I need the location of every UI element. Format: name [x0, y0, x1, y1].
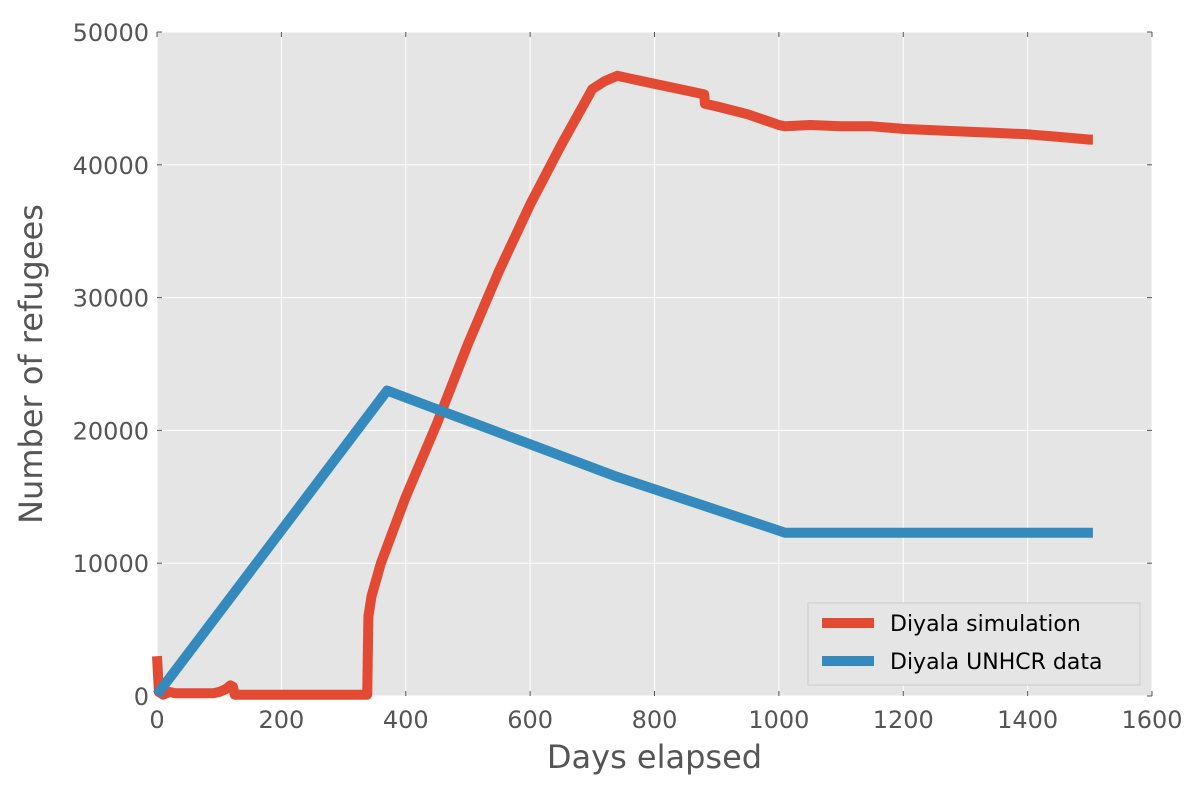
x-tick-label: 1200 [873, 706, 934, 734]
x-tick-label: 1600 [1121, 706, 1182, 734]
x-tick-label: 1000 [748, 706, 809, 734]
y-tick-label: 50000 [73, 19, 149, 47]
y-tick-labels: 0 10000 20000 30000 40000 50000 [73, 19, 149, 711]
legend-label-diyala-unhcr-data: Diyala UNHCR data [890, 650, 1102, 675]
x-tick-labels: 0 200 400 600 800 1000 1200 1400 1600 [149, 706, 1182, 734]
x-tick-label: 800 [632, 706, 678, 734]
series-lines [152, 70, 1095, 700]
y-tick-label: 10000 [73, 550, 149, 578]
y-axis-label: Number of refugees [12, 204, 50, 524]
y-tick-label: 20000 [73, 417, 149, 445]
y-tick-label: 30000 [73, 285, 149, 313]
x-axis-label: Days elapsed [547, 738, 762, 776]
y-tick-label: 40000 [73, 152, 149, 180]
x-tick-label: 0 [149, 706, 164, 734]
axis-ticks [156, 31, 1153, 697]
legend: Diyala simulation Diyala UNHCR data [807, 602, 1141, 686]
legend-box [807, 602, 1141, 686]
x-tick-label: 400 [383, 706, 429, 734]
x-tick-label: 600 [507, 706, 553, 734]
x-tick-label: 1400 [997, 706, 1058, 734]
legend-label-diyala-simulation: Diyala simulation [890, 612, 1081, 637]
series-line-diyala-simulation [152, 70, 1095, 700]
series-line-diyala-unhcr-data [153, 385, 1093, 698]
x-tick-label: 200 [258, 706, 304, 734]
y-tick-label: 0 [134, 683, 149, 711]
